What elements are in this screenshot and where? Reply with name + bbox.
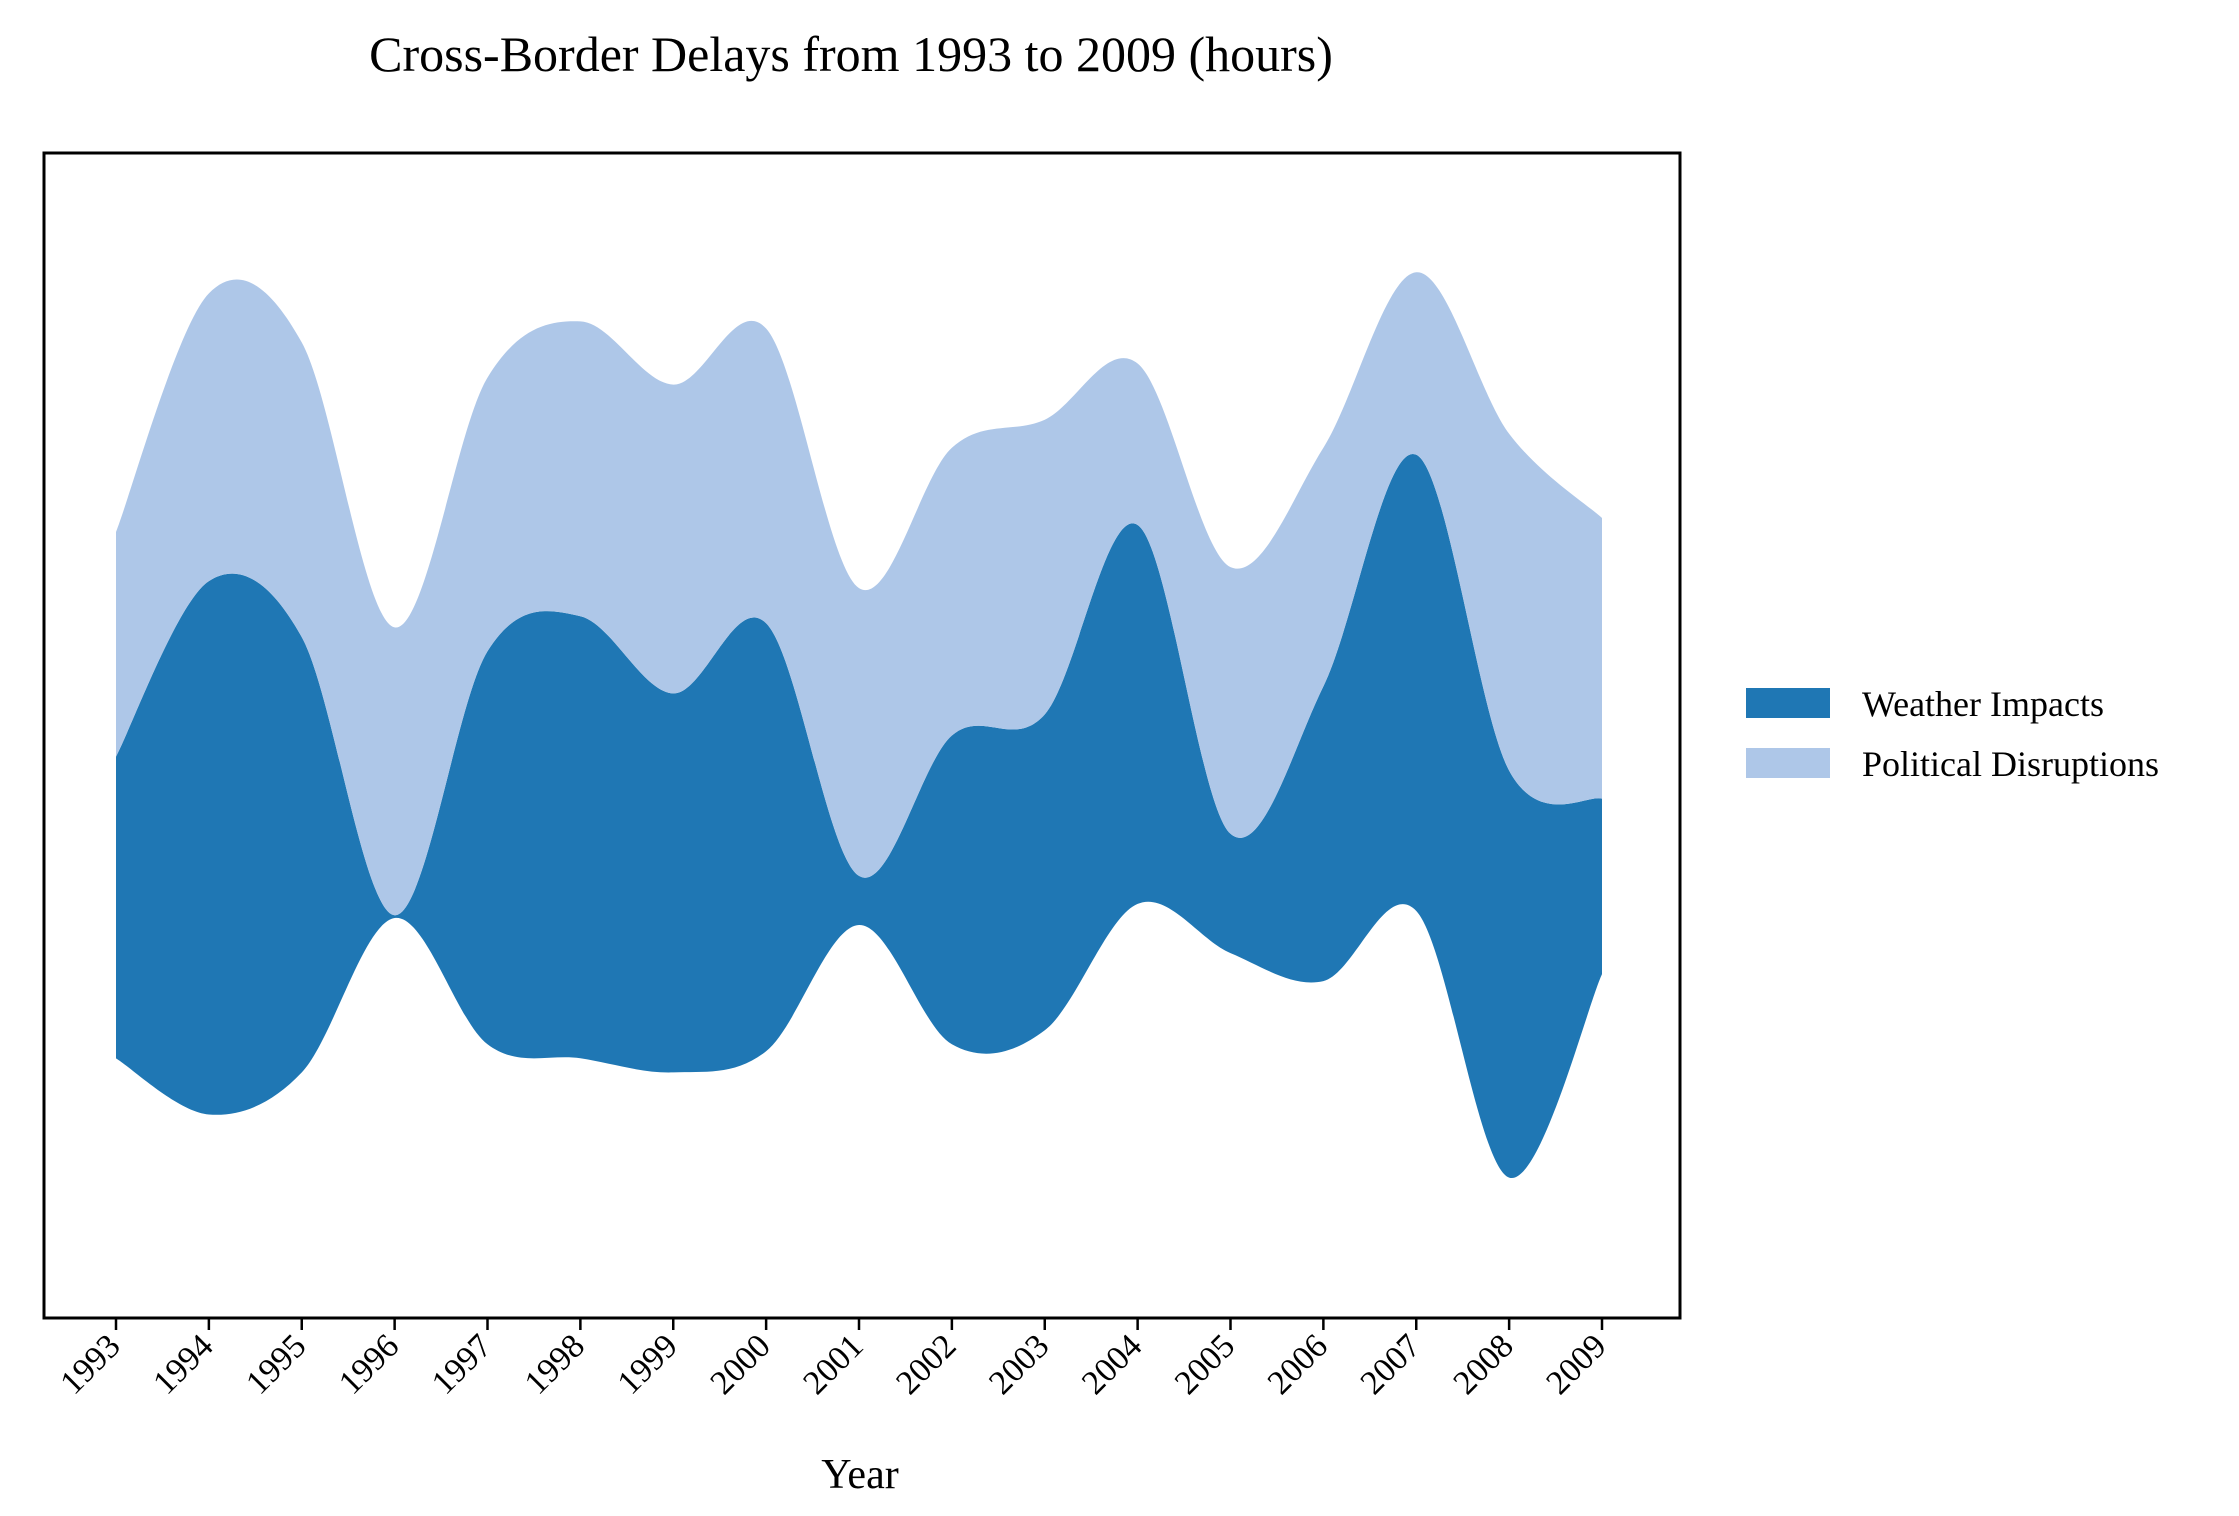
legend-swatch bbox=[1746, 688, 1830, 718]
x-tick-label: 2004 bbox=[1075, 1327, 1149, 1401]
stream-layer-weather-impacts bbox=[116, 454, 1602, 1179]
x-tick-label: 1999 bbox=[611, 1327, 685, 1401]
x-tick-label: 2009 bbox=[1539, 1327, 1613, 1401]
x-tick-label: 1996 bbox=[332, 1327, 406, 1401]
legend-swatch bbox=[1746, 748, 1830, 778]
x-tick-label: 2005 bbox=[1168, 1327, 1242, 1401]
legend-label: Political Disruptions bbox=[1862, 744, 2159, 784]
x-tick-label: 2006 bbox=[1261, 1327, 1335, 1401]
legend: Weather Impacts Political Disruptions bbox=[1746, 684, 2159, 784]
x-tick-label: 2003 bbox=[982, 1327, 1056, 1401]
x-tick-label: 2001 bbox=[796, 1327, 870, 1401]
x-axis-ticks: 1993 1994 1995 1996 1997 1998 1999 2000 2001 2002… bbox=[53, 1318, 1614, 1402]
stream-layer-political-disruptions bbox=[116, 272, 1602, 916]
chart-title: Cross-Border Delays from 1993 to 2009 (h… bbox=[369, 26, 1333, 82]
x-tick-label: 2008 bbox=[1447, 1327, 1521, 1401]
x-tick-label: 2002 bbox=[889, 1327, 963, 1401]
stream-layers bbox=[116, 272, 1602, 1179]
x-tick-label: 2000 bbox=[704, 1327, 778, 1401]
x-tick-label: 2007 bbox=[1354, 1327, 1428, 1401]
x-tick-label: 1997 bbox=[425, 1327, 499, 1401]
x-tick-label: 1995 bbox=[239, 1327, 313, 1401]
x-tick-label: 1993 bbox=[53, 1327, 127, 1401]
plot-frame bbox=[42, 151, 1682, 1320]
legend-label: Weather Impacts bbox=[1862, 684, 2104, 724]
x-tick-label: 1994 bbox=[146, 1327, 220, 1401]
x-axis-label: Year bbox=[821, 1452, 898, 1498]
x-tick-label: 1998 bbox=[518, 1327, 592, 1401]
